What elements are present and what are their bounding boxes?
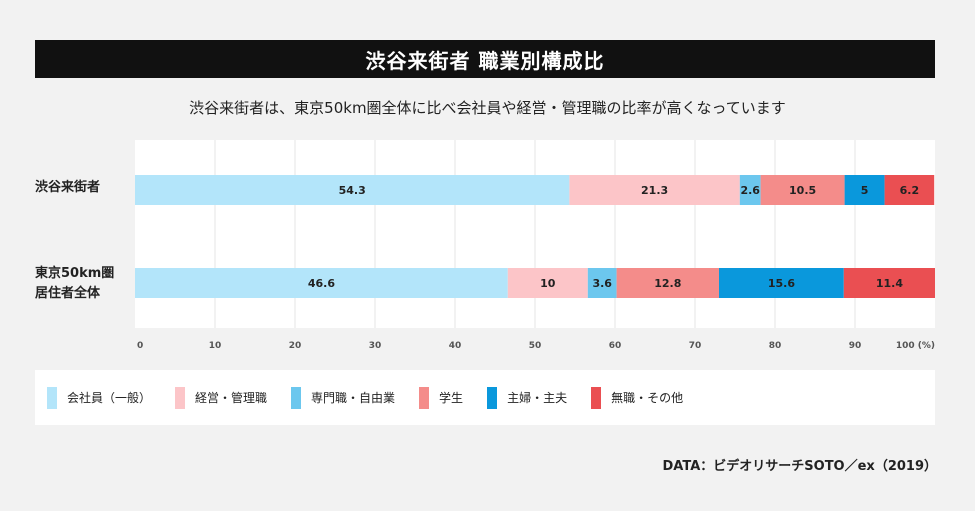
stacked-bar-chart: 54.3 21.3 2.6 10.5 5 6.2 46.6 10 3.6 12.8 15.6 11.4… <box>135 140 935 351</box>
x-tick-label: 90 <box>849 341 862 351</box>
legend-label: 経営・管理職 <box>195 391 268 405</box>
x-tick-label: 80 <box>769 341 782 351</box>
category-label-line: 東京50km圏 <box>35 266 115 281</box>
bar-segment <box>760 175 845 205</box>
legend-swatch <box>47 386 57 409</box>
legend-label: 無職・その他 <box>611 391 684 405</box>
data-label: 6.2 <box>900 184 920 197</box>
legend-swatch <box>487 386 498 409</box>
legend-item: 専門職・自由業 <box>291 386 396 409</box>
legend-swatch <box>175 386 186 409</box>
legend-label: 専門職・自由業 <box>311 391 396 405</box>
legend-swatch <box>291 386 302 409</box>
data-label: 54.3 <box>339 184 366 197</box>
chart-title-bar: 渋谷来街者 職業別構成比 <box>35 40 935 78</box>
legend-item: 経営・管理職 <box>175 386 268 409</box>
bar-segment <box>507 268 588 298</box>
data-label: 10.5 <box>789 184 816 197</box>
legend-label: 主婦・主夫 <box>507 391 568 405</box>
legend-swatch <box>419 386 430 409</box>
legend-item: 無職・その他 <box>591 386 684 409</box>
x-tick-label: 60 <box>609 341 622 351</box>
category-label-tokyo50km: 東京50km圏 居住者全体 <box>35 264 114 304</box>
data-label: 5 <box>861 184 869 197</box>
x-tick-label: 50 <box>529 341 542 351</box>
legend-swatch <box>591 386 602 409</box>
bar-segment <box>719 268 844 298</box>
data-label: 21.3 <box>641 184 668 197</box>
x-tick-label: 10 <box>209 341 222 351</box>
data-label: 11.4 <box>876 277 903 290</box>
x-tick-label: 70 <box>689 341 702 351</box>
bar-segment <box>569 175 740 205</box>
bar-segment <box>739 175 761 205</box>
chart-title: 渋谷来街者 職業別構成比 <box>365 48 605 73</box>
data-label: 2.6 <box>740 184 760 197</box>
data-source: DATA：ビデオリサーチSOTO／ex（2019） <box>662 459 937 474</box>
data-label: 15.6 <box>768 277 795 290</box>
legend-label: 会社員（一般） <box>67 391 152 405</box>
legend-item: 主婦・主夫 <box>487 386 568 409</box>
bar-segment <box>135 175 570 205</box>
category-label-line: 渋谷来街者 <box>35 180 101 195</box>
legend-item: 会社員（一般） <box>47 386 152 409</box>
bar-segment <box>843 268 935 298</box>
data-label: 46.6 <box>308 277 335 290</box>
category-label-line: 居住者全体 <box>35 286 101 301</box>
data-label: 10 <box>540 277 556 290</box>
bar-segment <box>616 268 719 298</box>
x-tick-label: 20 <box>289 341 302 351</box>
legend: 会社員（一般） 経営・管理職 専門職・自由業 学生 主婦・主夫 無職・その他 <box>35 370 935 425</box>
chart-subtitle: 渋谷来街者は、東京50km圏全体に比べ会社員や経営・管理職の比率が高くなっていま… <box>189 99 786 117</box>
data-label: 3.6 <box>592 277 612 290</box>
x-tick-label: 100 (%) <box>896 341 935 351</box>
x-tick-label: 0 <box>137 341 143 351</box>
bar-segment <box>844 175 885 205</box>
bar-segment <box>135 268 508 298</box>
x-tick-label: 30 <box>369 341 382 351</box>
x-tick-label: 40 <box>449 341 462 351</box>
legend-label: 学生 <box>439 391 464 405</box>
bar-segment <box>884 175 935 205</box>
category-label-shibuya: 渋谷来街者 <box>35 178 100 198</box>
bar-segment <box>587 268 617 298</box>
legend-item: 学生 <box>419 386 464 409</box>
data-label: 12.8 <box>654 277 681 290</box>
